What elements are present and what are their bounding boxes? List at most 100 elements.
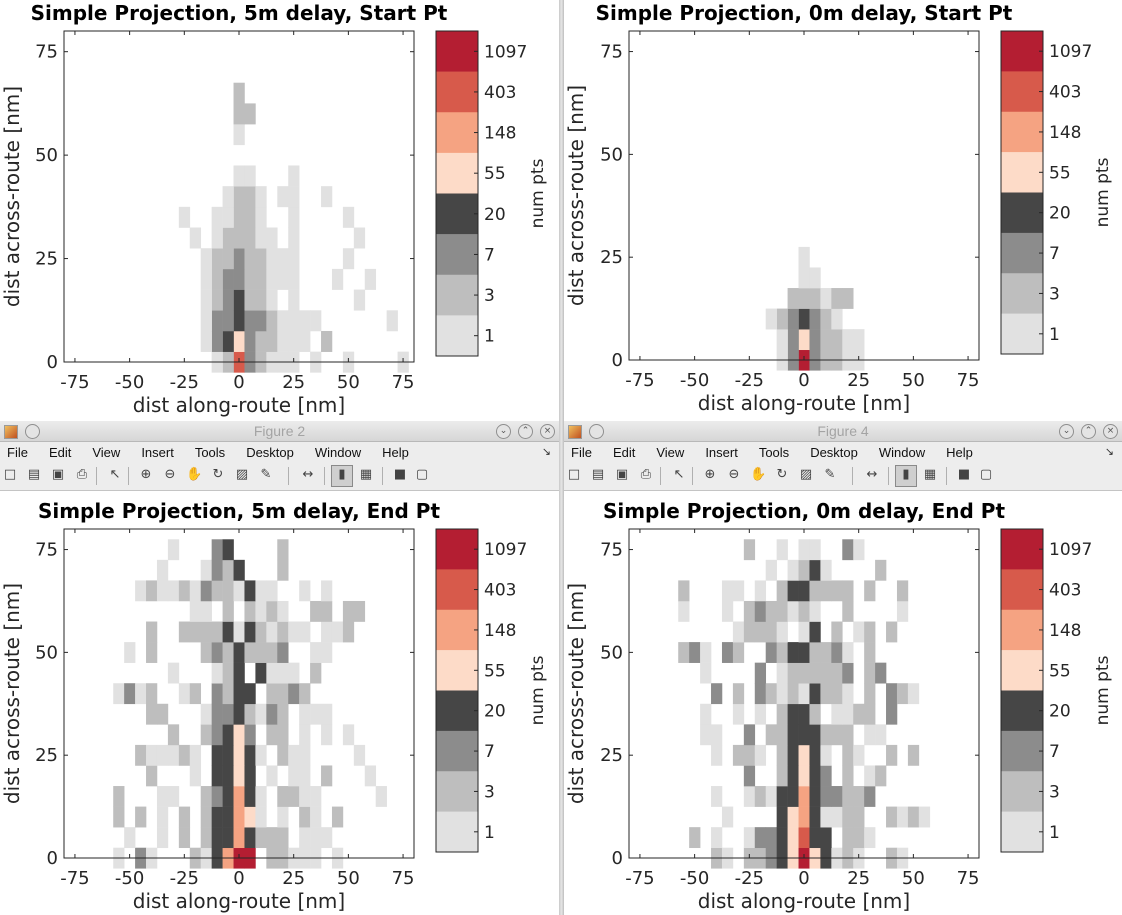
- minimize-icon[interactable]: ⌄: [496, 424, 511, 439]
- new-icon[interactable]: □: [3, 467, 17, 482]
- pan-icon[interactable]: ✋: [186, 467, 203, 482]
- menu-item-view[interactable]: View: [656, 445, 685, 460]
- zoom-in-icon[interactable]: ⊕: [140, 467, 152, 482]
- pointer-icon[interactable]: ↖: [109, 467, 121, 482]
- menu-item-view[interactable]: View: [92, 445, 121, 460]
- heatmap-cell: [820, 806, 832, 828]
- heatmap-cell: [831, 806, 843, 828]
- menu-item-help[interactable]: Help: [382, 445, 409, 460]
- menu-item-file[interactable]: File: [7, 445, 28, 460]
- heatmap-cell: [288, 248, 300, 270]
- open-icon[interactable]: ▤: [27, 467, 41, 482]
- rotate-icon[interactable]: ↻: [776, 467, 788, 482]
- heatmap-cell: [211, 289, 223, 311]
- x-tick-label: 0: [233, 372, 244, 393]
- toolbar-separator: [888, 467, 889, 485]
- new-icon[interactable]: □: [567, 467, 581, 482]
- heatmap-cell: [342, 724, 355, 746]
- heatmap-cell: [255, 227, 267, 249]
- heatmap-cell: [167, 724, 180, 746]
- save-icon[interactable]: ▣: [615, 467, 629, 482]
- maximize-icon[interactable]: ⌃: [518, 424, 533, 439]
- heatmap-cell: [875, 662, 887, 684]
- colorbar-icon[interactable]: ▮: [338, 467, 346, 482]
- zoom-out-icon[interactable]: ⊖: [164, 467, 176, 482]
- maximize-icon[interactable]: ⌃: [1081, 424, 1096, 439]
- menu-item-help[interactable]: Help: [946, 445, 973, 460]
- toolbar-separator: [288, 467, 289, 485]
- menu-item-tools[interactable]: Tools: [194, 445, 226, 460]
- menu-item-tools[interactable]: Tools: [758, 445, 790, 460]
- close-icon[interactable]: ×: [1103, 424, 1118, 439]
- heatmap-cell: [798, 559, 810, 581]
- brush-icon[interactable]: ✎: [260, 467, 272, 482]
- x-tick-label: -75: [60, 372, 89, 393]
- colorbar-label: num pts: [528, 158, 548, 228]
- legend-icon[interactable]: ▦: [923, 467, 937, 482]
- heatmap-cell: [288, 765, 300, 787]
- menu-item-window[interactable]: Window: [314, 445, 362, 460]
- dock-arrow-icon[interactable]: ↘: [541, 445, 551, 458]
- data-cursor-icon[interactable]: ▨: [235, 467, 249, 482]
- hide-tools-icon[interactable]: ■: [957, 467, 971, 482]
- heatmap-cell: [732, 642, 745, 663]
- menu-item-desktop[interactable]: Desktop: [246, 445, 294, 460]
- pointer-icon[interactable]: ↖: [673, 467, 685, 482]
- hide-tools-icon[interactable]: ■: [393, 467, 407, 482]
- link-icon[interactable]: ↔: [866, 467, 878, 482]
- heatmap-cell: [809, 765, 821, 787]
- heatmap-cell: [178, 744, 191, 766]
- menu-item-desktop[interactable]: Desktop: [810, 445, 858, 460]
- dock-icon[interactable]: ▢: [415, 467, 429, 482]
- colorbar-label: num pts: [1093, 655, 1113, 725]
- print-icon[interactable]: ⎙: [640, 467, 652, 482]
- heatmap-cell: [853, 806, 865, 828]
- heatmap-cell: [820, 827, 832, 849]
- window-divider[interactable]: [559, 0, 564, 915]
- link-icon[interactable]: ↔: [302, 467, 314, 482]
- window-titlebar[interactable]: Figure 2 ⌄ ⌃ ×: [0, 421, 559, 442]
- heatmap-cell: [831, 724, 843, 746]
- heatmap-cell: [146, 683, 158, 705]
- heatmap-cell: [222, 248, 234, 270]
- menu-item-window[interactable]: Window: [878, 445, 926, 460]
- minimize-icon[interactable]: ⌄: [1059, 424, 1074, 439]
- heatmap-cell: [211, 642, 223, 663]
- menu-item-insert[interactable]: Insert: [705, 445, 738, 460]
- heatmap-cell: [776, 580, 788, 602]
- window-menu-icon[interactable]: [25, 424, 40, 439]
- heatmap-cell: [244, 765, 256, 787]
- heatmap-cell: [288, 662, 300, 684]
- brush-icon[interactable]: ✎: [824, 467, 836, 482]
- colorbar-segment: [436, 71, 478, 113]
- rotate-icon[interactable]: ↻: [212, 467, 224, 482]
- pan-icon[interactable]: ✋: [750, 467, 767, 482]
- open-icon[interactable]: ▤: [591, 467, 605, 482]
- zoom-in-icon[interactable]: ⊕: [704, 467, 716, 482]
- dock-icon[interactable]: ▢: [979, 467, 993, 482]
- menu-item-edit[interactable]: Edit: [612, 445, 636, 460]
- dock-arrow-icon[interactable]: ↘: [1104, 445, 1114, 458]
- colorbar-segment: [1001, 232, 1043, 274]
- heatmap-cell: [875, 559, 887, 581]
- menu-item-insert[interactable]: Insert: [141, 445, 174, 460]
- heatmap-cell: [842, 724, 854, 746]
- heatmap-cell: [886, 744, 898, 766]
- heatmap-cell: [842, 806, 854, 828]
- colorbar-segment: [1001, 71, 1043, 113]
- heatmap-cell: [853, 539, 865, 561]
- x-tick-label: -75: [625, 370, 654, 391]
- save-icon[interactable]: ▣: [51, 467, 65, 482]
- zoom-out-icon[interactable]: ⊖: [728, 467, 740, 482]
- close-icon[interactable]: ×: [540, 424, 555, 439]
- menu-item-file[interactable]: File: [571, 445, 592, 460]
- heatmap-cell: [156, 703, 169, 725]
- heatmap-cell: [288, 289, 300, 311]
- data-cursor-icon[interactable]: ▨: [799, 467, 813, 482]
- window-titlebar[interactable]: Figure 4 ⌄ ⌃ ×: [564, 421, 1122, 442]
- legend-icon[interactable]: ▦: [359, 467, 373, 482]
- colorbar-icon[interactable]: ▮: [902, 467, 910, 482]
- print-icon[interactable]: ⎙: [76, 467, 88, 482]
- menu-item-edit[interactable]: Edit: [48, 445, 72, 460]
- window-menu-icon[interactable]: [589, 424, 604, 439]
